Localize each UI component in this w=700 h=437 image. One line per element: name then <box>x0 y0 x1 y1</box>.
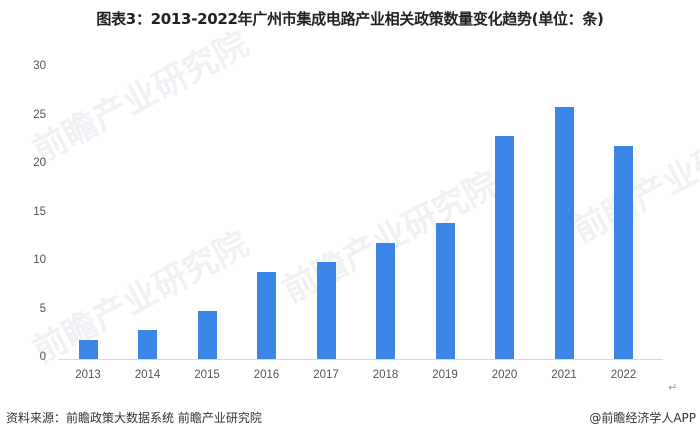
bar-2019 <box>435 223 455 359</box>
x-tick-label: 2014 <box>134 369 161 381</box>
y-tick-label: 0 <box>39 351 46 363</box>
y-tick-label: 10 <box>33 254 46 266</box>
bar-2020 <box>495 135 514 359</box>
bar-2018 <box>376 242 395 359</box>
bar-2014 <box>138 329 157 359</box>
bar-2015 <box>197 310 217 359</box>
x-tick-label: 2020 <box>491 369 518 381</box>
y-tick-label: 5 <box>39 302 46 315</box>
x-tick-label: 2015 <box>194 369 220 381</box>
credit-note: @前瞻经济学人APP <box>589 411 696 425</box>
y-tick-label: 30 <box>33 60 46 72</box>
source-note: 资料来源：前瞻政策大数据系统 前瞻产业研究院 <box>6 411 262 425</box>
x-tick-label: 2019 <box>432 369 458 381</box>
bar-2021 <box>554 106 574 359</box>
x-tick-label: 2017 <box>313 369 339 381</box>
bar-2016 <box>257 271 276 359</box>
bar-2017 <box>316 262 336 359</box>
x-tick-label: 2022 <box>610 369 637 381</box>
x-tick-label: 2013 <box>75 369 101 381</box>
x-tick-label: 2021 <box>551 369 577 381</box>
x-axis-line <box>58 359 663 360</box>
watermark: 前瞻产业研究院 <box>26 24 256 172</box>
bar-2022 <box>614 145 633 359</box>
chart-title: 图表3：2013-2022年广州市集成电路产业相关政策数量变化趋势(单位：条) <box>96 10 604 28</box>
return-mark-icon: ↵ <box>668 381 678 394</box>
y-tick-label: 15 <box>33 205 46 218</box>
x-tick-label: 2018 <box>372 369 399 381</box>
bar-2013 <box>78 339 98 359</box>
x-tick-label: 2016 <box>253 369 280 381</box>
y-tick-label: 25 <box>33 108 46 121</box>
y-tick-label: 20 <box>33 157 46 169</box>
